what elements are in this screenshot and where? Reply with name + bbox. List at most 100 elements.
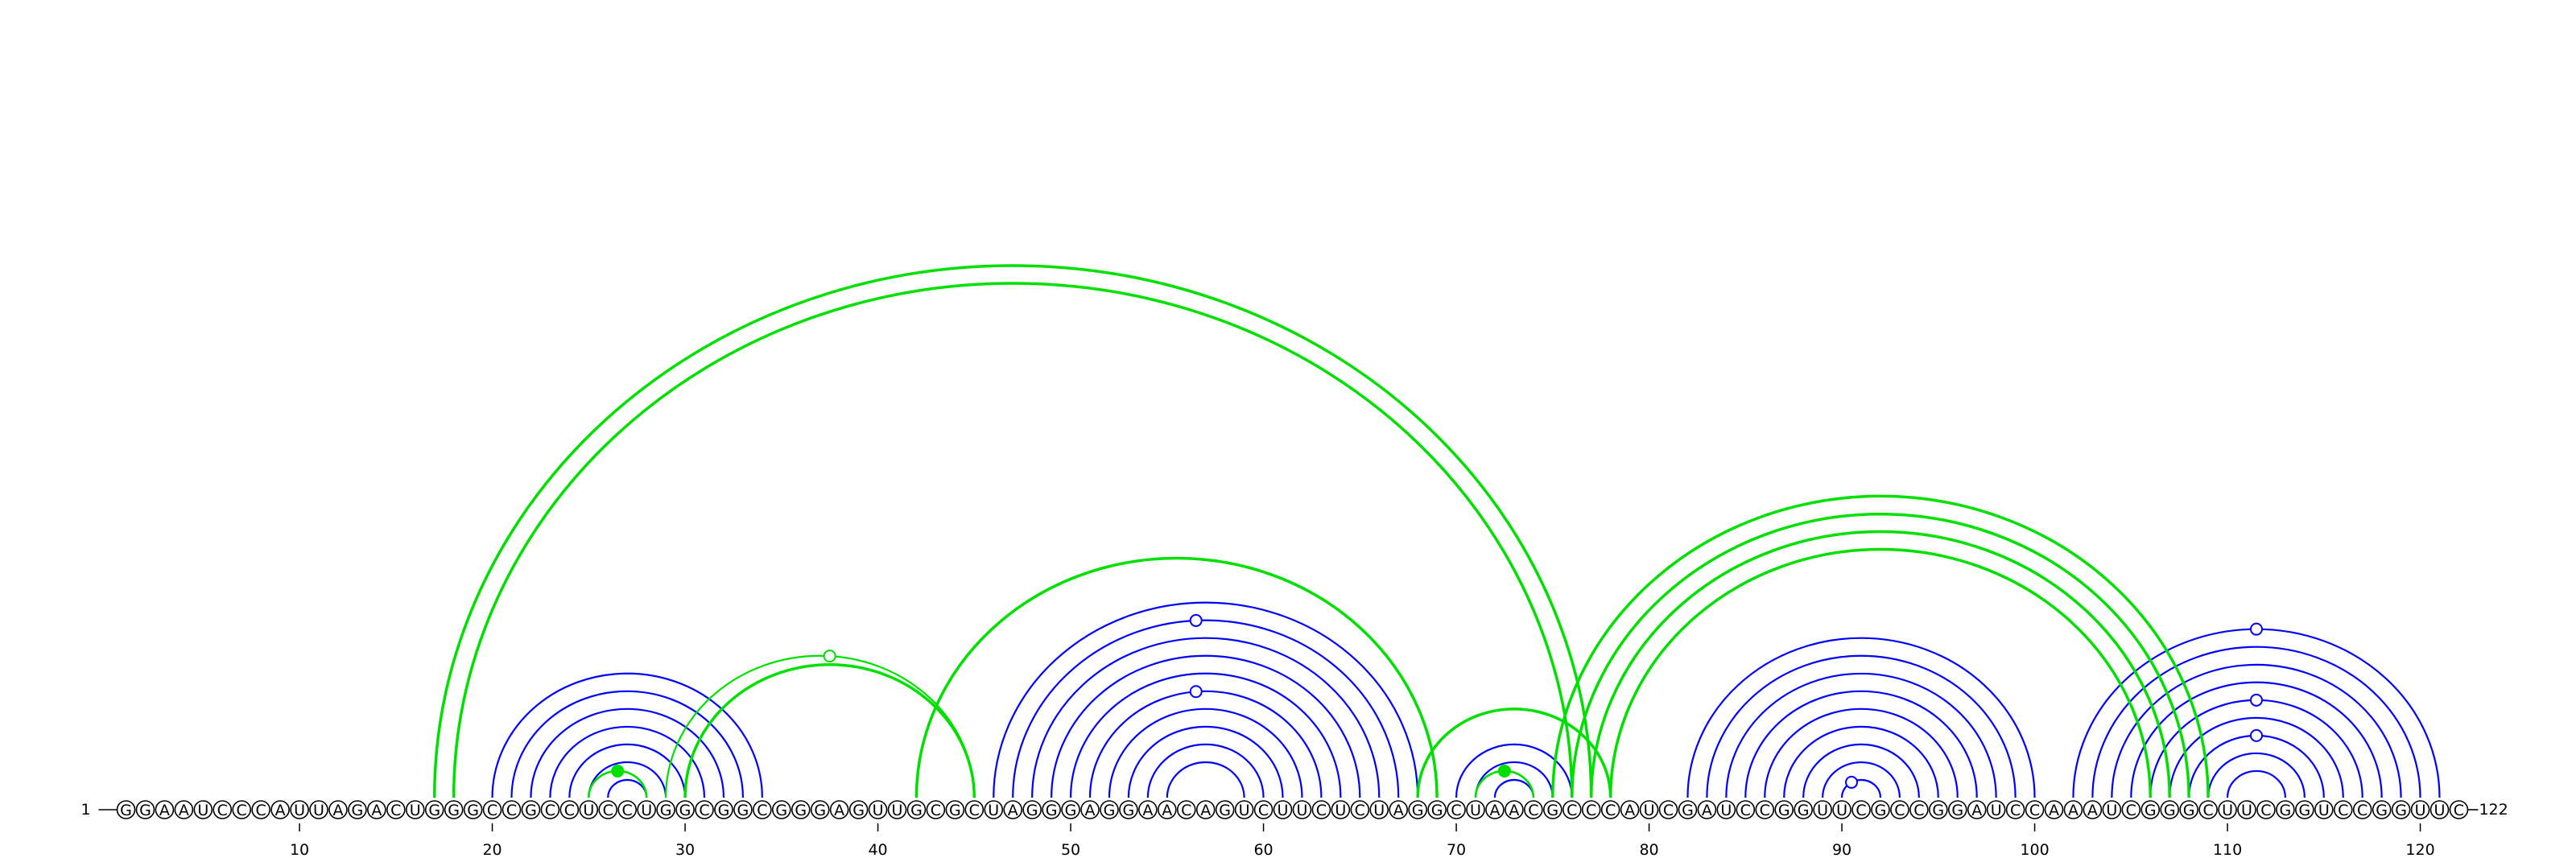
nucleotide-18: G [444, 800, 464, 819]
nucleotide-10-letter: U [294, 802, 305, 819]
nucleotide-54: A [1138, 800, 1158, 819]
nucleotide-93-circle [1890, 800, 1909, 819]
nucleotide-57-circle [1195, 800, 1216, 819]
nucleotide-102-circle [2063, 800, 2083, 819]
nucleotide-122-letter: C [2454, 802, 2464, 819]
nucleotide-19: G [463, 800, 483, 819]
nucleotide-11: U [309, 800, 328, 819]
nucleotide-74-circle [1524, 800, 1543, 819]
nucleotide-14: A [367, 800, 386, 819]
sequence-start-label: 1 [81, 801, 91, 819]
nucleotide-36-letter: G [795, 802, 807, 819]
nucleotide-108-circle [2179, 800, 2198, 819]
nucleotide-34-letter: C [757, 802, 767, 819]
arc-107-116 [2169, 716, 2344, 798]
nucleotide-84: U [1716, 800, 1736, 819]
nucleotide-89: U [1813, 800, 1832, 819]
nucleotide-11-circle [309, 800, 328, 819]
nucleotide-17-letter: G [428, 802, 440, 819]
nucleotide-95-letter: G [1932, 802, 1944, 819]
nucleotide-51-circle [1080, 800, 1100, 819]
arc-30-45 [683, 663, 976, 798]
nucleotide-10: U [290, 800, 309, 819]
nucleotide-106: G [2140, 800, 2161, 819]
nucleotide-82: G [1678, 800, 1698, 819]
nucleotide-90-letter: U [1836, 802, 1847, 819]
nucleotide-6: C [213, 800, 233, 819]
nucleotide-32-circle [714, 800, 733, 819]
arc-25-29 [588, 761, 667, 798]
arc-marker-6 [1845, 775, 1859, 789]
nucleotide-110-letter: U [2222, 802, 2233, 819]
nucleotide-83-circle [1697, 800, 1717, 819]
arc-17-77 [432, 264, 1593, 798]
nucleotide-22-circle [521, 800, 541, 819]
base-pair-arcs [432, 264, 2441, 798]
arc-52-62 [1108, 707, 1303, 798]
nucleotide-36: G [791, 800, 811, 819]
nucleotide-82-circle [1678, 800, 1698, 819]
nucleotide-81-letter: C [1663, 802, 1674, 819]
nucleotide-32: G [714, 800, 733, 819]
nucleotide-20-circle [482, 800, 502, 819]
nucleotide-48-letter: G [1026, 802, 1038, 819]
arc-104-119 [2111, 663, 2402, 798]
nucleotide-78-letter: C [1605, 802, 1616, 819]
nucleotide-45-letter: C [969, 802, 980, 819]
nucleotide-88-letter: G [1798, 802, 1810, 819]
arc-90-92 [1840, 778, 1882, 798]
nucleotide-63-letter: C [1316, 802, 1327, 819]
nucleotide-92: G [1871, 800, 1890, 819]
nucleotide-73: A [1505, 800, 1524, 819]
tick-label-60: 60 [1253, 841, 1273, 858]
nucleotide-59-letter: U [1239, 802, 1250, 819]
nucleotide-104-letter: U [2106, 802, 2117, 819]
nucleotide-74: C [1524, 800, 1543, 819]
nucleotide-82-letter: G [1682, 802, 1694, 819]
arc-23-31 [549, 725, 706, 798]
nucleotide-26-circle [598, 800, 618, 819]
nucleotide-86-circle [1755, 800, 1775, 819]
nucleotide-87-letter: G [1778, 802, 1790, 819]
nucleotide-23-letter: C [545, 802, 555, 819]
nucleotide-58-letter: G [1219, 802, 1231, 819]
nucleotide-66-letter: U [1373, 802, 1385, 819]
nucleotide-79-letter: A [1624, 802, 1635, 819]
arc-54-60 [1146, 743, 1265, 798]
arc-46-68 [993, 601, 1419, 798]
nucleotide-18-circle [444, 800, 464, 819]
tick-label-90: 90 [1832, 841, 1852, 858]
nucleotide-77: C [1581, 800, 1601, 819]
arc-88-94 [1802, 743, 1920, 798]
nucleotide-99: C [2005, 800, 2025, 819]
nucleotide-64-letter: U [1335, 802, 1346, 819]
nucleotide-33: G [733, 800, 753, 819]
nucleotide-114-circle [2295, 800, 2314, 819]
nucleotide-60-letter: C [1258, 802, 1269, 819]
nucleotide-76-letter: C [1567, 802, 1577, 819]
nucleotide-115: U [2314, 800, 2334, 819]
nucleotide-45-circle [964, 800, 985, 819]
nucleotide-25-letter: U [583, 802, 594, 819]
nucleotide-30-letter: G [679, 802, 691, 819]
nucleotide-7-letter: C [237, 802, 247, 819]
nucleotide-85-circle [1736, 800, 1756, 819]
nucleotide-1-circle [116, 800, 136, 819]
nucleotide-119-letter: G [2395, 802, 2407, 819]
nucleotide-79: A [1620, 800, 1640, 819]
nucleotide-50-circle [1061, 800, 1080, 819]
nucleotide-95: G [1929, 800, 1948, 819]
nucleotide-72: A [1485, 800, 1505, 819]
nucleotide-85: C [1736, 800, 1756, 819]
nucleotide-24: C [559, 800, 580, 819]
nucleotide-2-circle [135, 800, 155, 819]
nucleotide-106-circle [2140, 800, 2161, 819]
arc-86-96 [1764, 707, 1959, 798]
nucleotide-78-circle [1600, 800, 1620, 819]
tick-label-70: 70 [1447, 841, 1466, 858]
nucleotide-120: U [2410, 800, 2430, 819]
nucleotide-40-letter: U [873, 802, 884, 819]
arc-marker-5 [1189, 685, 1203, 699]
nucleotide-65-circle [1350, 800, 1370, 819]
nucleotide-109: C [2198, 800, 2218, 819]
